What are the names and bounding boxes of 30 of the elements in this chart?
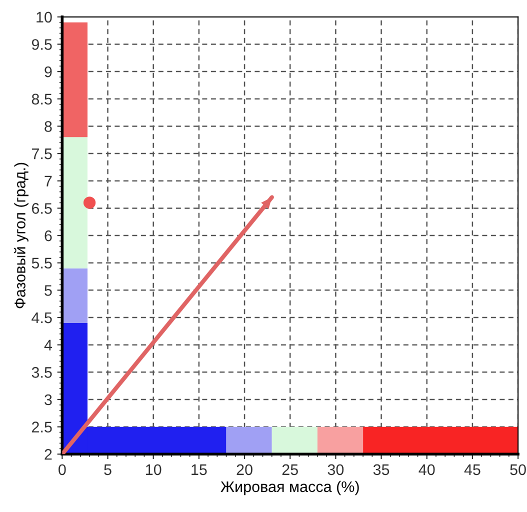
x-tick-label: 40: [418, 464, 435, 476]
y-tick-label: 9.5: [32, 39, 52, 50]
x-tick-label: 25: [282, 464, 298, 476]
x-tick-label: 35: [373, 464, 390, 476]
y-tick-label: 4: [44, 340, 52, 350]
y-tick-label: 3.5: [32, 367, 52, 378]
x-tick-label: 15: [192, 464, 207, 476]
y-tick-label: 3: [44, 394, 52, 406]
y-tick-label: 8: [44, 121, 52, 132]
x-axis-title: Жировая масса (%): [220, 480, 359, 496]
x-tick-label: 30: [328, 464, 344, 476]
x-tick-label: 20: [236, 464, 252, 476]
x-tick-label: 10: [146, 464, 162, 476]
y-tick-label: 2.5: [32, 422, 52, 432]
y-tick-label: 10: [36, 12, 52, 23]
x-tick-label: 5: [104, 464, 112, 476]
y-tick-label: 9: [44, 66, 52, 78]
y-tick-label: 5: [44, 285, 52, 296]
x-tick-label: 0: [58, 464, 66, 476]
x-tick-label: 45: [464, 464, 480, 476]
y-tick-label: 6.5: [32, 203, 52, 214]
y-tick-label: 2: [44, 449, 52, 460]
y-tick-label: 6: [44, 230, 52, 242]
y-tick-label: 7.5: [32, 148, 52, 160]
y-axis-title: Фазовый угол (град.): [14, 162, 28, 308]
y-tick-label: 5.5: [32, 258, 52, 269]
x-tick-label: 50: [510, 464, 526, 476]
y-tick-label: 7: [44, 176, 52, 186]
y-tick-label: 4.5: [32, 312, 52, 324]
y-tick-label: 8.5: [32, 94, 52, 105]
